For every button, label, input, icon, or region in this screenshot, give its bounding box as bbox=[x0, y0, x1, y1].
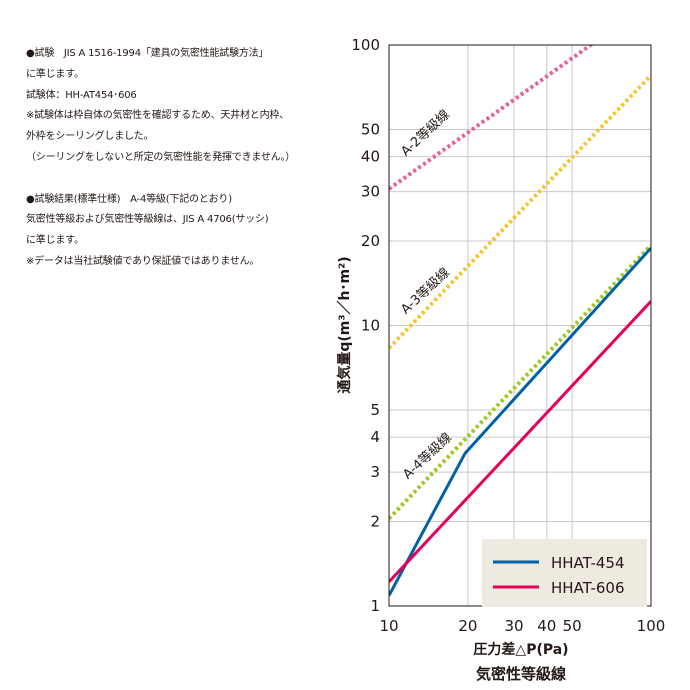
y-tick-label: 50 bbox=[361, 120, 380, 138]
y-tick-label: 2 bbox=[370, 513, 380, 531]
note-line-6: （シーリングをしないと所定の気密性能を発揮できません。） bbox=[26, 151, 296, 163]
test-notes: ●試験 JIS A 1516-1994「建具の気密性能試験方法」 に準じます。 … bbox=[26, 44, 346, 273]
y-tick-label: 20 bbox=[361, 232, 380, 250]
tick-labels: 1 2 3 4 5 10 20 30 40 50 100 10 20 30 40 50 100 bbox=[351, 36, 665, 635]
legend-label-hhat-606: HHAT-606 bbox=[551, 579, 624, 597]
y-tick-label: 3 bbox=[370, 463, 380, 481]
x-tick-label: 40 bbox=[537, 617, 556, 635]
note-line-1: ●試験 JIS A 1516-1994「建具の気密性能試験方法」 bbox=[26, 48, 269, 59]
x-tick-label: 20 bbox=[458, 617, 477, 635]
grade-line-2 bbox=[389, 45, 595, 191]
legend: HHAT-454 HHAT-606 bbox=[482, 539, 647, 607]
legend-label-hhat-454: HHAT-454 bbox=[551, 554, 624, 572]
note-line-10: に準じます。 bbox=[26, 235, 84, 247]
y-tick-label: 10 bbox=[361, 317, 380, 335]
note-line-2: に準じます。 bbox=[26, 68, 84, 80]
note-line-4: ※試験体は枠自体の気密性を確認するため、天井材と内枠、 bbox=[26, 110, 289, 122]
note-line-5: 外枠をシーリングしました。 bbox=[26, 131, 154, 143]
note-line-8: ●試験結果(標準仕様) A-4等級(下記のとおり) bbox=[26, 193, 232, 205]
series-lines bbox=[389, 246, 651, 597]
x-axis-label: 圧力差△P(Pa) bbox=[473, 641, 568, 658]
y-tick-label: 100 bbox=[351, 36, 380, 54]
note-line-11: ※データは当社試験値であり保証値ではありません。 bbox=[26, 255, 260, 267]
legend-box bbox=[482, 539, 647, 607]
x-tick-label: 30 bbox=[504, 617, 523, 635]
y-tick-label: 5 bbox=[370, 401, 380, 419]
y-tick-label: 1 bbox=[370, 597, 380, 615]
series-line-hhat-606 bbox=[389, 300, 651, 583]
x-tick-label: 10 bbox=[379, 617, 398, 635]
grade-line-3 bbox=[389, 73, 651, 350]
x-tick-label: 50 bbox=[563, 617, 582, 635]
y-axis-label: 通気量q(m³／h･m²) bbox=[336, 256, 353, 393]
note-line-9: 気密性等級および気密性等級線は、JIS A 4706(サッシ) bbox=[26, 214, 269, 226]
y-tick-label: 40 bbox=[361, 148, 380, 166]
series-line-hhat-454 bbox=[389, 246, 651, 597]
x-tick-label: 100 bbox=[637, 617, 666, 635]
y-tick-label: 4 bbox=[370, 428, 380, 446]
note-line-3: 試験体：HH-AT454･606 bbox=[26, 89, 137, 101]
chart-caption: 気密性等級線 bbox=[476, 665, 566, 683]
y-tick-label: 30 bbox=[361, 183, 380, 201]
